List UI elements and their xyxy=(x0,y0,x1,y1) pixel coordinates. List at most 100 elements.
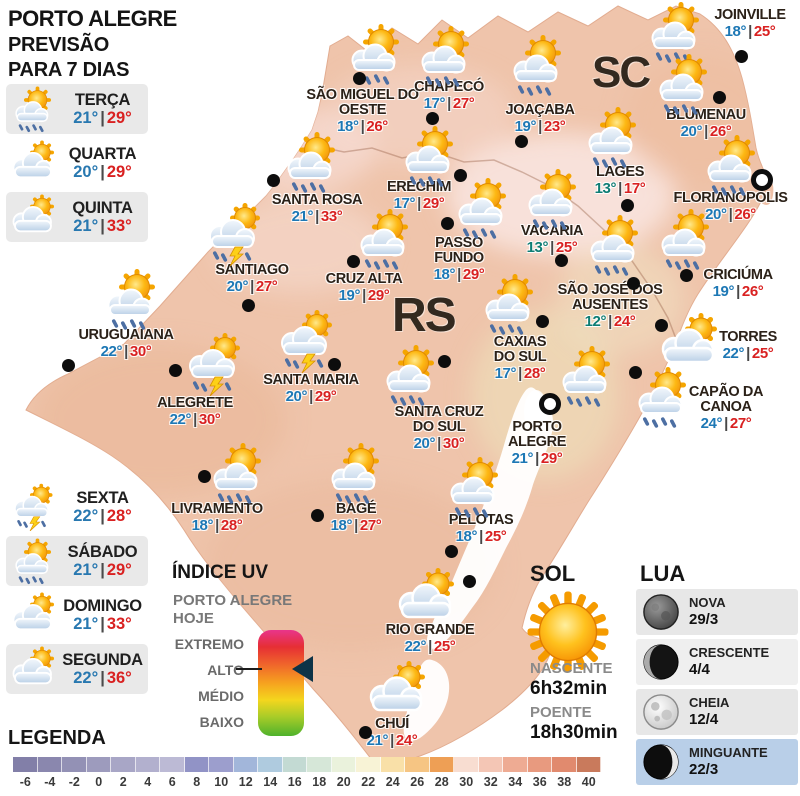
legend-color-swatch xyxy=(86,757,111,772)
legend-cell: 14 xyxy=(258,757,283,789)
legend-cell: 28 xyxy=(429,757,454,789)
max-temp: 29° xyxy=(106,109,132,127)
max-temp: 29° xyxy=(106,561,132,579)
city-forecast: LAGES 13° | 17° xyxy=(584,164,656,212)
max-temp: 26° xyxy=(741,283,764,301)
weather-icon xyxy=(202,202,266,266)
weather-icon xyxy=(505,33,569,97)
legend-cell: -4 xyxy=(37,757,62,789)
city-marker xyxy=(267,174,280,187)
page-subtitle-line2: PARA 7 DIAS xyxy=(8,59,130,81)
city-temps: 17° | 29° xyxy=(383,196,455,212)
min-temp: 20° xyxy=(680,123,703,141)
day-label: SÁBADO xyxy=(67,542,138,561)
legend-temp-label: -2 xyxy=(68,775,80,789)
uv-level-label: EXTREMO xyxy=(174,636,244,652)
uv-level-label: ALTO xyxy=(207,662,244,678)
max-temp: 36° xyxy=(106,669,132,687)
legend-temp-label: 36 xyxy=(532,775,547,789)
uv-level-label: BAIXO xyxy=(199,714,244,730)
min-temp: 21° xyxy=(73,615,99,633)
legend-color-swatch xyxy=(233,757,258,772)
temp-separator: | xyxy=(746,345,750,363)
weather-icon xyxy=(365,659,429,723)
temp-separator: | xyxy=(428,638,432,656)
legend-temp-label: 6 xyxy=(168,775,176,789)
min-temp: 22° xyxy=(73,669,99,687)
legend-color-swatch xyxy=(160,757,185,772)
legend-color-swatch xyxy=(405,757,430,772)
weather-icon xyxy=(9,483,57,531)
weather-icon xyxy=(9,193,57,241)
moon-phase-text: MINGUANTE 22/3 xyxy=(689,745,768,778)
weather-icon xyxy=(520,167,584,231)
city-temps: 22° | 30° xyxy=(70,344,182,360)
city-temps: 18° | 26° xyxy=(305,119,420,135)
legend-color-swatch xyxy=(503,757,528,772)
day-text: QUARTA 20° | 29° xyxy=(57,145,148,181)
legend-temp-label: 14 xyxy=(263,775,278,789)
temp-separator: | xyxy=(608,313,612,331)
moon-phase-date: 4/4 xyxy=(689,660,710,678)
city-marker xyxy=(463,575,476,588)
uv-place: PORTO ALEGRE xyxy=(173,592,293,609)
page-subtitle-line1: PREVISÃO xyxy=(8,34,109,56)
forecast-days-bottom-group: SEXTA 22° | 28° SÁBADO 21° | 29° DOMINGO 21°… xyxy=(6,482,148,694)
temp-separator: | xyxy=(100,109,105,127)
city-temps: 24° | 27° xyxy=(680,416,772,432)
city-temps: 20° | 26° xyxy=(658,124,754,140)
max-temp: 17° xyxy=(623,180,646,198)
day-text: QUINTA 21° | 33° xyxy=(57,199,148,235)
city-temps: 12° | 24° xyxy=(550,314,670,330)
max-temp: 24° xyxy=(395,732,418,750)
city-name: LAGES xyxy=(596,164,644,180)
city-forecast: URUGUAIANA 22° | 30° xyxy=(62,328,182,372)
legend-cell: -2 xyxy=(62,757,87,789)
min-temp: 19° xyxy=(514,118,537,136)
legend-cell: 16 xyxy=(282,757,307,789)
city-forecast: FLORIANÓPOLIS 20° | 26° xyxy=(663,191,798,223)
city-name: BAGÉ xyxy=(335,501,377,517)
day-temps: 22° | 36° xyxy=(57,669,148,687)
legend-temp-label: 22 xyxy=(361,775,376,789)
city-name: CRICIÚMA xyxy=(703,267,773,283)
moon-phase-date: 12/4 xyxy=(689,710,719,728)
city-name: SANTA MARIA xyxy=(263,372,359,388)
city-forecast: LIVRAMENTO 18° | 28° xyxy=(163,502,271,534)
city-forecast: CAPÃO DA CANOA 24° | 27° xyxy=(629,366,772,432)
legend-color-swatch xyxy=(552,757,577,772)
max-temp: 25° xyxy=(753,23,776,41)
city-forecast: ERECHIM 17° | 29° xyxy=(383,180,467,212)
city-marker xyxy=(627,277,640,290)
city-temps: 19° | 23° xyxy=(498,119,582,135)
city-name: SÃO MIGUEL DO OESTE xyxy=(306,87,419,119)
min-temp: 21° xyxy=(73,217,99,235)
temp-separator: | xyxy=(618,180,622,198)
max-temp: 33° xyxy=(106,217,132,235)
city-marker xyxy=(426,112,439,125)
min-temp: 17° xyxy=(494,365,517,383)
max-temp: 28° xyxy=(106,507,132,525)
min-temp: 13° xyxy=(594,180,617,198)
weather-icon xyxy=(477,272,541,336)
city-temps: 18° | 25° xyxy=(703,24,797,40)
day-text: SÁBADO 21° | 29° xyxy=(57,543,148,579)
uv-pointer-arrow-icon xyxy=(292,656,313,682)
city-marker xyxy=(445,545,458,558)
city-forecast: PASSO FUNDO 18° | 29° xyxy=(426,236,492,283)
city-forecast: SÃO JOSÉ DOS AUSENTES 12° | 24° xyxy=(550,283,670,330)
city-name: CHUÍ xyxy=(375,716,409,732)
legend-color-swatch xyxy=(209,757,234,772)
city-marker xyxy=(680,269,693,282)
city-temps: 22° | 30° xyxy=(153,412,237,428)
legend-temp-label: 30 xyxy=(459,775,474,789)
min-temp: 19° xyxy=(712,283,735,301)
temp-separator: | xyxy=(518,365,522,383)
legend-temp-label: 18 xyxy=(312,775,327,789)
min-temp: 18° xyxy=(455,528,478,546)
weather-icon xyxy=(279,130,343,194)
max-temp: 33° xyxy=(106,615,132,633)
weather-icon xyxy=(99,267,163,331)
city-marker xyxy=(441,217,454,230)
